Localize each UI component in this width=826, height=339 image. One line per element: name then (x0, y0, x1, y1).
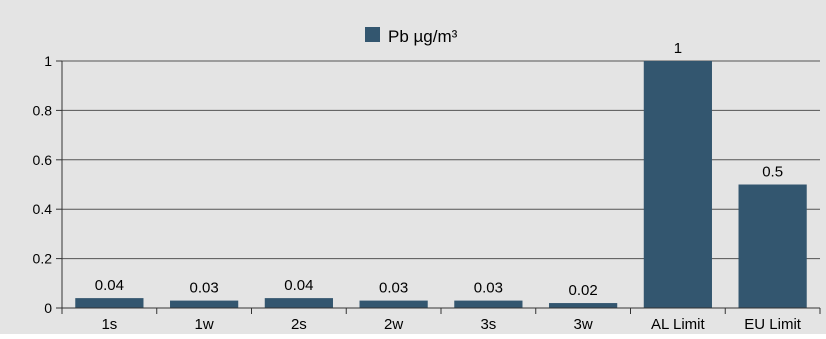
bar-3s (454, 300, 523, 308)
x-tick-label: 1s (101, 316, 117, 333)
data-label: 0.03 (379, 280, 408, 297)
x-tick-label: EU Limit (744, 316, 802, 333)
x-axis: 1s 1w 2s 2w 3s 3w AL Limit EU Limit (56, 61, 821, 333)
legend-swatch (365, 27, 380, 42)
x-tick-label: AL Limit (651, 316, 705, 333)
data-label: 0.04 (284, 277, 313, 294)
bar-al-limit (643, 61, 712, 308)
x-tick-label: 2s (291, 316, 307, 333)
data-label: 0.03 (190, 280, 219, 297)
data-label: 0.5 (762, 164, 783, 181)
y-tick-label: 1 (44, 53, 52, 69)
bar-1s (75, 298, 144, 308)
bars (75, 61, 807, 308)
bar-2w (359, 300, 428, 308)
bar-2s (264, 298, 333, 308)
y-axis-tick-labels: 0 0.2 0.4 0.6 0.8 1 (33, 53, 62, 316)
y-tick-label: 0.2 (33, 251, 53, 267)
x-tick-label: 1w (195, 316, 214, 333)
legend: Pb µg/m³ (365, 27, 458, 46)
x-tick-label: 3s (480, 316, 496, 333)
y-tick-label: 0.8 (33, 102, 53, 118)
data-labels: 0.04 0.03 0.04 0.03 0.03 0.02 1 0.5 (95, 40, 783, 299)
data-label: 0.03 (474, 280, 503, 297)
y-tick-label: 0.6 (33, 152, 53, 168)
y-tick-label: 0.4 (33, 201, 53, 217)
data-label: 0.04 (95, 277, 124, 294)
y-tick-label: 0 (44, 300, 52, 316)
x-tick-label: 3w (574, 316, 593, 333)
bar-eu-limit (738, 184, 807, 308)
bar-1w (170, 300, 239, 308)
data-label: 1 (674, 40, 682, 57)
data-label: 0.02 (569, 282, 598, 299)
bar-3w (549, 303, 618, 308)
legend-label: Pb µg/m³ (388, 27, 458, 46)
x-tick-label: 2w (384, 316, 403, 333)
